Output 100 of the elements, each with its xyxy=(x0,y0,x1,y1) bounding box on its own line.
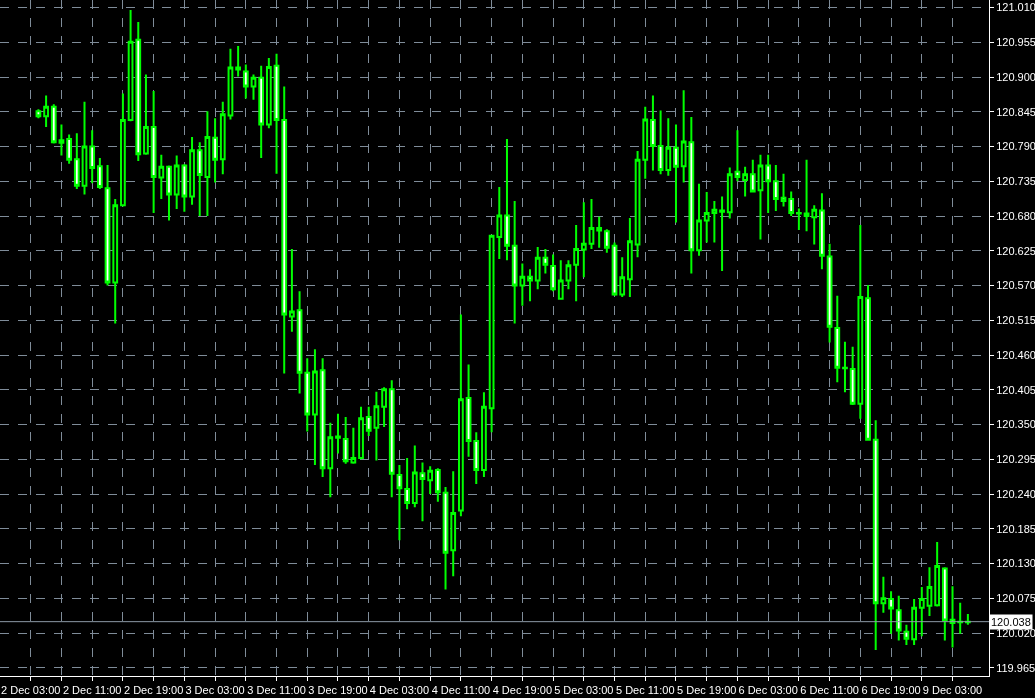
candlestick xyxy=(465,363,472,458)
candlestick xyxy=(880,575,887,614)
candlestick xyxy=(642,105,649,180)
candlestick xyxy=(43,94,49,128)
y-tick-label: 120.680 xyxy=(996,209,1035,222)
candlestick xyxy=(419,461,426,523)
candlestick xyxy=(819,192,825,271)
candlestick xyxy=(542,247,549,275)
candlestick xyxy=(865,283,871,442)
candlestick xyxy=(50,103,57,145)
candlestick xyxy=(242,63,249,100)
candlestick xyxy=(673,123,679,224)
candlestick xyxy=(196,141,203,218)
x-tick-label: 6 Dec 19:00 xyxy=(861,684,921,697)
candlestick xyxy=(450,470,457,578)
candlestick xyxy=(588,198,595,250)
candlestick xyxy=(903,623,910,647)
candlestick xyxy=(258,64,265,159)
candlestick xyxy=(726,166,733,220)
candlestick xyxy=(634,149,641,259)
candlestick xyxy=(373,390,380,462)
candlestick xyxy=(603,228,610,254)
candlestick xyxy=(534,246,541,291)
candlestick xyxy=(335,412,341,455)
candlestick xyxy=(273,52,280,175)
candlestick xyxy=(104,163,111,287)
candlestick xyxy=(365,405,372,437)
candlestick xyxy=(872,419,879,652)
candlestick xyxy=(66,133,73,165)
y-tick-label: 120.240 xyxy=(996,487,1035,500)
candlestick xyxy=(627,216,633,298)
x-tick-label: 2 Dec 03:00 xyxy=(1,684,61,697)
candlestick xyxy=(442,486,449,591)
candlestick xyxy=(289,247,295,333)
candlestick xyxy=(765,153,772,214)
candlestick xyxy=(803,158,810,233)
candlestick xyxy=(396,463,403,542)
y-tick-label: 120.900 xyxy=(996,70,1035,83)
x-tick-label: 3 Dec 11:00 xyxy=(247,684,306,697)
x-tick-label: 3 Dec 03:00 xyxy=(185,684,245,697)
y-tick-label: 120.955 xyxy=(996,36,1035,49)
x-tick-label: 6 Dec 03:00 xyxy=(738,684,798,697)
candlestick xyxy=(550,253,556,293)
candlestick xyxy=(842,340,848,394)
candlestick xyxy=(565,259,572,291)
candlestick xyxy=(926,566,933,617)
candlestick xyxy=(281,85,288,375)
candlestick xyxy=(949,585,956,649)
candlestick xyxy=(135,21,142,163)
candlestick xyxy=(895,594,902,642)
candlestick xyxy=(703,191,710,244)
candlestick xyxy=(734,129,741,183)
candlestick xyxy=(719,195,725,273)
y-tick-label: 120.735 xyxy=(996,175,1035,188)
candlestick xyxy=(219,100,226,176)
candlestick xyxy=(911,597,917,647)
candlestick xyxy=(696,182,702,257)
y-tick-label: 120.075 xyxy=(996,592,1035,605)
y-tick-label: 120.130 xyxy=(996,557,1035,570)
candlestick xyxy=(143,73,149,156)
candlestick xyxy=(711,199,718,244)
candlestick xyxy=(89,129,96,185)
candlestick xyxy=(411,444,418,509)
y-tick-label: 120.405 xyxy=(996,383,1035,396)
candlestick xyxy=(557,259,564,301)
x-tick-label: 2 Dec 11:00 xyxy=(62,684,122,697)
candlestick xyxy=(650,94,656,172)
y-tick-label: 119.965 xyxy=(996,661,1035,674)
ref-line-label: 120.038 xyxy=(991,616,1031,628)
y-tick-label: 121.010 xyxy=(996,1,1035,14)
candlestick xyxy=(826,242,833,344)
candlestick xyxy=(888,590,894,635)
candlestick xyxy=(227,47,234,121)
candlestick xyxy=(481,391,487,478)
x-tick-label: 2 Dec 19:00 xyxy=(123,684,184,697)
candlestick xyxy=(573,223,579,303)
candlestick xyxy=(458,313,464,518)
candlestick xyxy=(235,45,242,78)
candlestick xyxy=(212,117,218,184)
candlestick xyxy=(304,357,311,433)
y-tick-label: 120.020 xyxy=(996,626,1035,639)
y-tick-label: 120.350 xyxy=(996,418,1035,431)
candlestick xyxy=(957,601,964,635)
x-tick-label: 4 Dec 03:00 xyxy=(369,684,430,697)
candlestick xyxy=(296,290,303,395)
candlestick xyxy=(81,100,88,196)
x-tick-label: 5 Dec 11:00 xyxy=(615,684,675,697)
candlestick xyxy=(834,294,841,384)
x-tick-label: 4 Dec 19:00 xyxy=(492,684,553,697)
y-tick-label: 120.570 xyxy=(996,279,1035,292)
y-tick-label: 120.625 xyxy=(996,244,1035,257)
candlestick xyxy=(58,123,65,157)
x-tick-label: 3 Dec 19:00 xyxy=(308,684,368,697)
candlestick xyxy=(96,156,103,190)
candlestick xyxy=(73,132,80,190)
candlestick xyxy=(358,405,364,461)
candlestick xyxy=(434,467,441,503)
y-tick-label: 120.790 xyxy=(996,140,1035,153)
candlestick xyxy=(404,457,410,511)
candlestick xyxy=(504,137,510,262)
